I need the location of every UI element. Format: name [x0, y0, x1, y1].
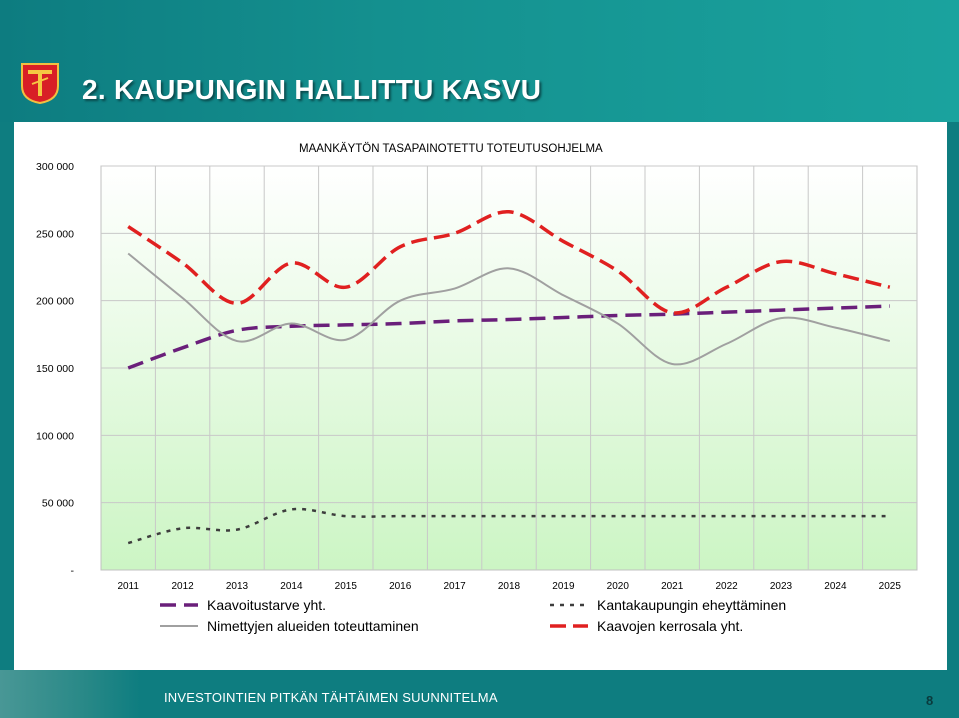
y-tick-label: 300 000 [36, 161, 74, 173]
legend: Kaavoitustarve yht. Kantakaupungin eheytt… [160, 597, 786, 634]
x-tick-label: 2013 [226, 581, 249, 592]
y-tick-label: 150 000 [36, 363, 74, 375]
x-tick-label: 2018 [498, 581, 521, 592]
x-tick-label: 2024 [824, 581, 847, 592]
series-line [127, 252, 891, 366]
x-axis: 2011 2012 2013 2014 2015 2016 2017 2018 2019 2020… [117, 581, 901, 592]
y-axis: - 50 000 100 000 150 000 200 000 250 000 300 0… [36, 161, 74, 577]
legend-label: Nimettyjen alueiden toteuttaminen [207, 618, 419, 634]
chart-title: MAANKÄYTÖN TASAPAINOTETTU TOTEUTUSOHJELM… [299, 143, 603, 155]
x-tick-label: 2017 [443, 581, 466, 592]
y-tick-label: 100 000 [36, 430, 74, 442]
x-tick-label: 2012 [171, 581, 194, 592]
series-line [127, 507, 890, 545]
x-tick-label: 2025 [879, 581, 902, 592]
legend-label: Kantakaupungin eheyttäminen [597, 597, 786, 613]
x-tick-label: 2020 [607, 581, 630, 592]
grid [101, 165, 917, 570]
series-lines [127, 210, 891, 545]
page-number: 8 [926, 693, 934, 708]
y-tick-label: 50 000 [42, 498, 74, 510]
footer-photo-strip [0, 670, 140, 718]
x-tick-label: 2016 [389, 581, 412, 592]
slide-title: 2. KAUPUNGIN HALLITTU KASVU [82, 74, 542, 105]
series-line [127, 304, 890, 370]
x-tick-label: 2022 [715, 581, 738, 592]
city-logo-icon [21, 63, 59, 104]
legend-label: Kaavojen kerrosala yht. [597, 618, 743, 634]
x-tick-label: 2015 [335, 581, 358, 592]
x-tick-label: 2021 [661, 581, 684, 592]
slide-header [0, 0, 959, 122]
legend-label: Kaavoitustarve yht. [207, 597, 326, 613]
y-tick-label: 200 000 [36, 296, 74, 308]
x-tick-label: 2011 [117, 581, 139, 592]
footer-text: INVESTOINTIEN PITKÄN TÄHTÄIMEN SUUNNITEL… [164, 690, 498, 705]
y-tick-label: - [71, 565, 75, 577]
slide-footer [0, 670, 959, 718]
x-tick-label: 2023 [770, 581, 793, 592]
x-tick-label: 2014 [280, 581, 303, 592]
y-tick-label: 250 000 [36, 228, 74, 240]
x-tick-label: 2019 [552, 581, 575, 592]
series-line [127, 210, 891, 315]
